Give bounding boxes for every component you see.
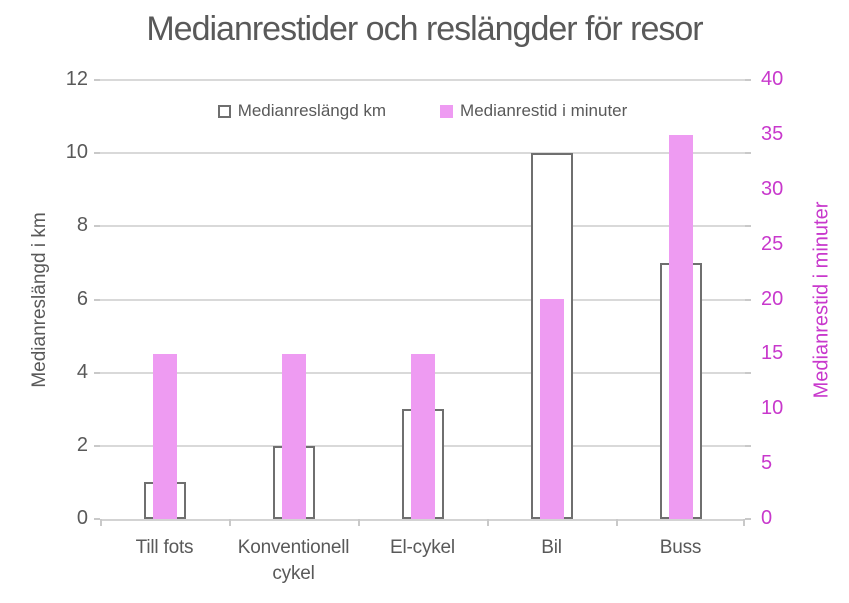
category-axis-tick <box>743 519 745 526</box>
gridline <box>100 225 745 228</box>
category-axis-tick <box>487 519 489 526</box>
category-axis-tick <box>229 519 231 526</box>
category-axis-tick <box>100 519 102 526</box>
legend-item-restid: Medianrestid i minuter <box>440 101 627 121</box>
left-axis-tick-labels: 0 2 4 6 8 10 12 <box>0 68 88 529</box>
right-axis-tick <box>745 518 751 520</box>
chart-title: Medianrestider och reslängder för resor <box>146 10 703 48</box>
left-axis-tick <box>94 225 100 228</box>
right-axis-tick <box>745 444 751 447</box>
bar-medianrestid <box>668 135 693 519</box>
left-axis-tick <box>94 518 100 520</box>
left-axis-tick-label: 10 <box>65 141 88 164</box>
left-axis-tick <box>94 79 100 81</box>
category-label: Bil <box>541 537 562 558</box>
category-label: Konventionell cykel <box>237 537 350 584</box>
left-axis-tick-label: 4 <box>76 360 88 383</box>
category-label: El-cykel <box>390 537 455 558</box>
left-axis-tick-label: 2 <box>76 433 88 456</box>
right-axis-tick-label: 10 <box>761 397 784 420</box>
left-axis-tick <box>94 444 100 447</box>
right-axis-tick-label: 35 <box>761 122 784 145</box>
right-axis-tick <box>745 371 751 374</box>
right-axis-tick <box>745 225 751 228</box>
legend-swatch-fill <box>440 104 454 118</box>
legend-swatch-outline <box>217 104 231 118</box>
left-axis-tick <box>94 298 100 301</box>
right-axis-tick-label: 5 <box>761 452 773 475</box>
left-axis-tick <box>94 371 100 374</box>
category-label: Till fots <box>135 537 194 558</box>
gridline <box>100 298 745 301</box>
left-axis-tick-label: 12 <box>65 68 88 91</box>
left-axis-tick-label: 8 <box>76 214 88 237</box>
right-axis-tick-label: 20 <box>761 287 784 310</box>
left-axis-tick-label: 0 <box>76 507 88 530</box>
left-axis-tick-label: 6 <box>76 287 88 310</box>
right-axis-tick-label: 30 <box>761 177 784 200</box>
plot-area <box>94 79 751 526</box>
right-axis-tick-label: 25 <box>761 232 784 255</box>
legend: Medianreslängd km Medianrestid i minuter <box>100 99 745 123</box>
bar-medianrestid <box>152 354 177 519</box>
right-axis-tick-labels: 0 5 10 15 20 25 30 35 40 <box>761 68 841 529</box>
right-axis-tick <box>745 79 751 81</box>
gridline <box>100 152 745 155</box>
right-axis-tick <box>745 152 751 155</box>
right-axis-tick-label: 15 <box>761 342 784 365</box>
legend-item-reslangd: Medianreslängd km <box>217 101 387 121</box>
legend-label-reslangd: Medianreslängd km <box>237 101 387 120</box>
category-label: Buss <box>659 537 702 558</box>
category-axis-tick <box>358 519 360 526</box>
right-axis-tick <box>745 298 751 301</box>
category-axis-tick <box>616 519 618 526</box>
right-axis-tick-label: 40 <box>761 68 784 91</box>
right-axis-tick-label: 0 <box>761 507 773 530</box>
gridline <box>100 79 745 81</box>
bar-medianrestid <box>410 354 435 519</box>
legend-label-restid: Medianrestid i minuter <box>460 101 628 120</box>
bar-medianrestid <box>539 299 564 519</box>
bar-medianrestid <box>281 354 306 519</box>
left-axis-tick <box>94 152 100 155</box>
